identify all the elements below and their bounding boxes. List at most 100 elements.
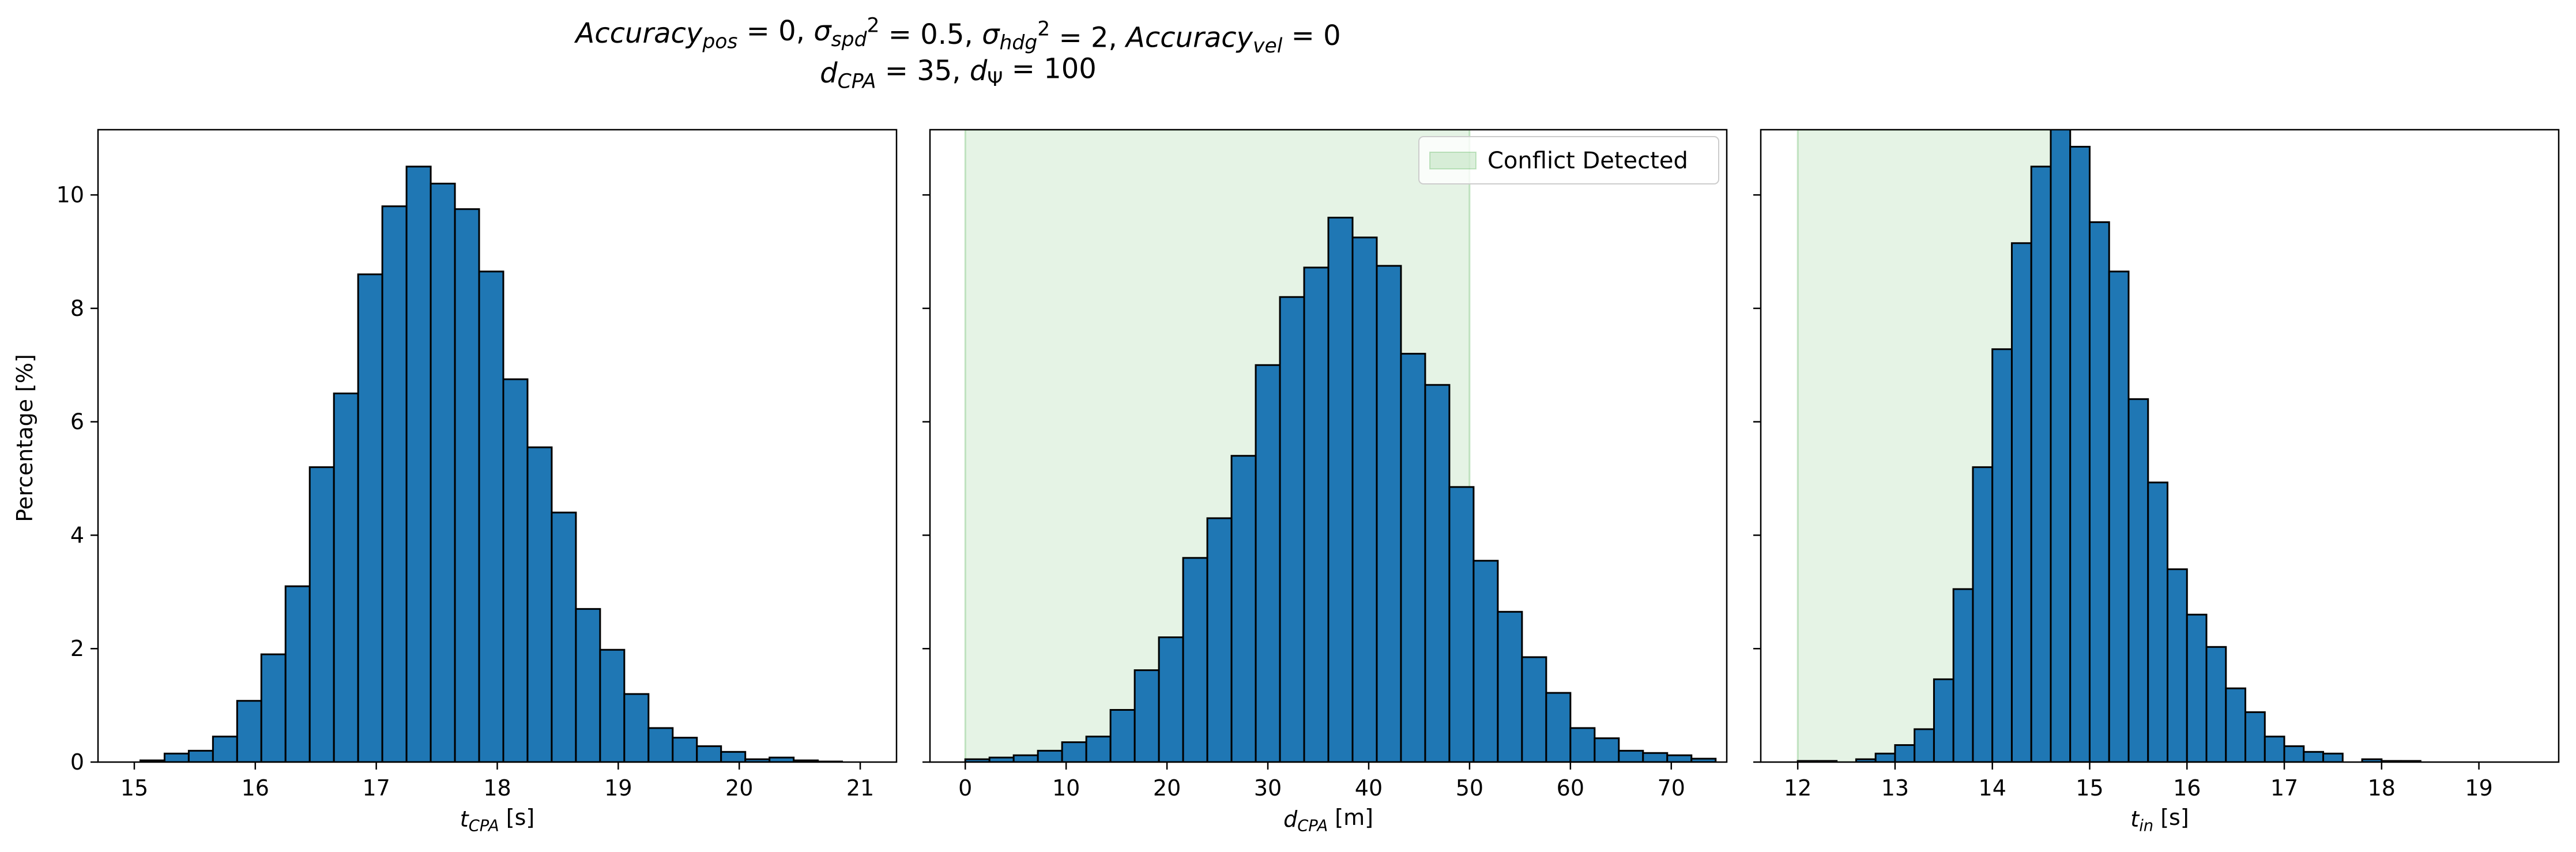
title-line-2: dCPA = 35, dΨ = 100	[820, 52, 1097, 93]
histogram-bar	[381, 205, 408, 762]
y-axis-label: Percentage [%]	[12, 354, 37, 522]
plot-area-2	[964, 130, 1717, 762]
x-tick-label: 18	[2368, 775, 2396, 801]
histogram-bar	[284, 585, 311, 762]
histogram-bar	[260, 653, 287, 762]
plot-area-3	[1797, 130, 2421, 762]
histogram-bar	[647, 727, 674, 762]
histogram-bar	[1472, 560, 1499, 762]
histogram-bar	[2050, 130, 2072, 762]
histogram-bar	[187, 749, 214, 762]
histogram-bar	[1255, 364, 1281, 762]
histogram-bar	[2147, 481, 2169, 762]
histogram-bar	[599, 649, 626, 762]
legend: Conflict Detected	[1418, 136, 1719, 184]
histogram-bar	[1133, 669, 1160, 762]
histogram-bar	[1158, 636, 1184, 762]
histogram-bar	[696, 745, 722, 762]
histogram-bar	[2205, 646, 2227, 762]
x-tick-label: 12	[1784, 775, 1812, 801]
histogram-bar	[2303, 751, 2325, 762]
x-tick-label: 15	[2076, 775, 2103, 801]
histogram-bar	[1666, 754, 1693, 762]
xlabel-1: tCPA [s]	[460, 805, 534, 835]
x-tick-label: 40	[1355, 775, 1383, 801]
histogram-bar	[1569, 727, 1596, 762]
histogram-bar	[1972, 466, 1994, 762]
histogram-bar	[1303, 266, 1330, 762]
x-tick-label: 70	[1658, 775, 1685, 801]
xlabel-2: dCPA [m]	[1283, 805, 1373, 835]
histogram-bar	[1894, 744, 1916, 762]
histogram-bar	[1545, 692, 1572, 762]
x-tick-label: 16	[2173, 775, 2201, 801]
x-tick-label: 10	[1052, 775, 1080, 801]
histogram-bar	[2244, 711, 2266, 762]
x-tick-label: 30	[1254, 775, 1282, 801]
histogram-bar	[2264, 736, 2285, 762]
x-tick-label: 19	[604, 775, 632, 801]
histogram-bar	[1991, 348, 2013, 762]
histogram-bar	[2186, 613, 2208, 762]
histogram-bar	[163, 752, 190, 762]
histogram-bar	[478, 270, 504, 762]
x-tick-label: 50	[1456, 775, 1483, 801]
x-tick-label: 21	[846, 775, 874, 801]
title-line-1: Accuracypos = 0, σspd2 = 0.5, σhdg2 = 2,…	[574, 14, 1340, 58]
legend-label: Conflict Detected	[1487, 148, 1688, 174]
y-tick-label: 8	[70, 296, 84, 321]
axes-frame	[1760, 129, 2560, 763]
y-tick-label: 4	[70, 522, 84, 548]
histogram-bar	[430, 182, 456, 762]
histogram-bar	[1521, 656, 1547, 762]
figure-title: Accuracypos = 0, σspd2 = 0.5, σhdg2 = 2,…	[574, 14, 1340, 93]
histogram-bar	[1618, 749, 1644, 762]
y-tick-label: 0	[70, 749, 84, 775]
histogram-bar	[526, 446, 553, 762]
histogram-bar	[2069, 146, 2091, 762]
y-tick-label: 10	[57, 182, 84, 208]
histogram-bar	[672, 737, 698, 762]
x-tick-label: 16	[242, 775, 269, 801]
histogram-bar	[551, 511, 577, 762]
x-tick-label: 18	[483, 775, 511, 801]
histogram-bar	[2322, 752, 2344, 762]
y-tick-label: 6	[70, 409, 84, 435]
x-tick-label: 17	[362, 775, 390, 801]
histogram-bar	[1497, 610, 1523, 762]
histogram-bar	[2088, 221, 2110, 762]
histogram-bar	[236, 700, 262, 762]
histogram-bar	[1594, 737, 1620, 762]
x-tick-label: 60	[1557, 775, 1584, 801]
histogram-bar	[1914, 728, 1935, 762]
histogram-bar	[2283, 745, 2305, 762]
ylabel-text: Percentage [%]	[12, 354, 37, 522]
histogram-bar	[1933, 678, 1954, 762]
histogram-bar	[1085, 736, 1112, 762]
histogram-bar	[720, 751, 747, 762]
plot-area-1	[139, 165, 843, 762]
x-tick-label: 0	[958, 775, 972, 801]
histogram-bar	[212, 736, 238, 762]
x-tick-label: 15	[120, 775, 148, 801]
legend-box	[1418, 136, 1719, 184]
histogram-bar	[1424, 384, 1451, 762]
histogram-bar	[1351, 236, 1378, 762]
histogram-bar	[1012, 754, 1039, 762]
histogram-bar	[454, 208, 480, 762]
x-tick-label: 20	[1153, 775, 1181, 801]
histogram-bar	[1642, 752, 1669, 762]
histogram-bar	[1037, 749, 1063, 762]
histogram-bar	[1327, 216, 1354, 762]
histogram-bar	[308, 466, 335, 762]
histogram-bar	[1061, 741, 1087, 762]
xlabel-3: tin [s]	[2130, 805, 2189, 835]
x-tick-label: 14	[1979, 775, 2006, 801]
x-tick-label: 19	[2465, 775, 2492, 801]
histogram-bar	[1279, 296, 1305, 762]
histogram-panels: 15 16 17 18 19 20 21 0 2 4 6 8 10 tCPA [s] 0 10 20 30 40 50…	[57, 129, 2560, 835]
x-tick-label: 20	[725, 775, 753, 801]
histogram-bar	[2030, 165, 2052, 762]
histogram-bar	[333, 392, 359, 762]
